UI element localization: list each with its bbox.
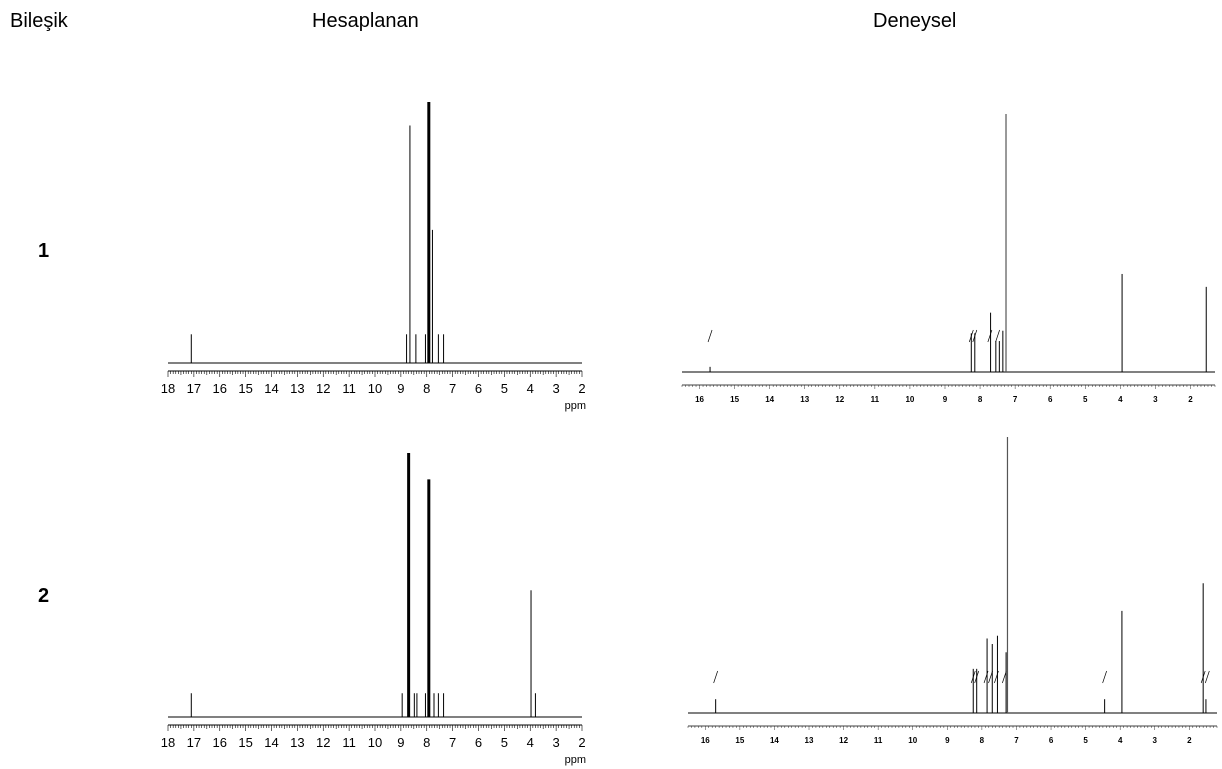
x-tick-label: 14: [264, 735, 278, 750]
x-tick-label: 13: [290, 735, 304, 750]
column-header-experimental: Deneysel: [873, 10, 957, 32]
x-tick-label: 13: [805, 736, 814, 745]
x-tick-label: 10: [368, 735, 382, 750]
experimental-spectrum-2: 16 15 14 13 12 11 10 9 8 7 6 5 4 3 2: [687, 437, 1218, 745]
x-tick-label: 4: [1118, 395, 1123, 404]
x-tick-label: 16: [695, 395, 704, 404]
x-tick-label: 4: [527, 735, 534, 750]
x-tick-label: 15: [735, 736, 744, 745]
x-tick-label: 3: [553, 735, 560, 750]
x-tick-label: 2: [578, 381, 585, 396]
x-tick-label: 7: [1014, 736, 1019, 745]
x-tick-label: 5: [501, 735, 508, 750]
x-tick-label: 12: [839, 736, 848, 745]
integral-mark: [713, 670, 718, 684]
integral-mark: [995, 329, 1000, 343]
x-tick-label: 14: [264, 381, 278, 396]
compound-label-2: 2: [38, 585, 50, 607]
x-tick-label: 2: [578, 735, 585, 750]
x-axis-label: ppm: [565, 754, 586, 766]
x-tick-label: 15: [238, 735, 252, 750]
integral-mark: [972, 329, 978, 343]
x-tick-label: 11: [871, 395, 880, 404]
x-tick-label: 15: [238, 381, 252, 396]
integral-mark: [1200, 670, 1206, 684]
x-tick-label: 6: [475, 735, 482, 750]
x-tick-label: 11: [342, 735, 356, 750]
x-tick-label: 5: [1083, 395, 1088, 404]
x-tick-label: 8: [978, 395, 983, 404]
x-tick-label: 7: [1013, 395, 1018, 404]
x-tick-label: 8: [980, 736, 985, 745]
calculated-spectrum-2: 18 17 16 15 14 13 12 11 10 9 8 7 6 5 4 3 2 ppm: [161, 453, 586, 766]
x-tick-label: 3: [553, 381, 560, 396]
x-tick-label: 10: [908, 736, 917, 745]
x-tick-label: 9: [397, 735, 404, 750]
x-tick-label: 10: [368, 381, 382, 396]
x-tick-label: 4: [1118, 736, 1123, 745]
x-tick-label: 16: [701, 736, 710, 745]
x-tick-label: 6: [475, 381, 482, 396]
x-tick-label: 2: [1187, 736, 1192, 745]
column-header-calculated: Hesaplanan: [312, 10, 419, 32]
x-tick-label: 9: [945, 736, 950, 745]
integral-mark: [1102, 670, 1107, 684]
x-tick-label: 11: [342, 381, 356, 396]
integral-mark: [707, 329, 713, 343]
x-tick-label: 9: [943, 395, 948, 404]
x-tick-label: 13: [290, 381, 304, 396]
integral-mark: [983, 670, 989, 684]
x-tick-label: 15: [730, 395, 739, 404]
x-tick-label: 11: [874, 736, 883, 745]
x-tick-label: 13: [800, 395, 809, 404]
x-tick-label: 4: [527, 381, 534, 396]
integral-mark: [1002, 670, 1007, 684]
x-tick-label: 16: [213, 735, 227, 750]
x-tick-label: 5: [501, 381, 508, 396]
integral-mark: [974, 670, 980, 684]
integral-mark: [994, 670, 999, 684]
x-tick-label: 14: [765, 395, 774, 404]
x-tick-label: 14: [770, 736, 779, 745]
x-tick-label: 17: [187, 381, 201, 396]
x-tick-label: 2: [1188, 395, 1193, 404]
x-tick-label: 7: [449, 735, 456, 750]
compound-label-1: 1: [38, 240, 50, 262]
x-tick-label: 5: [1083, 736, 1088, 745]
x-tick-label: 12: [316, 735, 330, 750]
x-tick-label: 18: [161, 381, 175, 396]
x-tick-label: 8: [423, 381, 430, 396]
integral-mark: [968, 329, 974, 343]
x-tick-label: 9: [397, 381, 404, 396]
x-tick-label: 3: [1153, 736, 1158, 745]
x-axis-label: ppm: [565, 400, 586, 412]
x-tick-label: 17: [187, 735, 201, 750]
x-tick-label: 6: [1048, 395, 1053, 404]
x-tick-label: 7: [449, 381, 456, 396]
experimental-spectrum-1: 16 15 14 13 12 11 10 9 8 7 6 5 4 3 2: [681, 114, 1216, 404]
x-tick-label: 12: [835, 395, 844, 404]
integral-mark: [987, 329, 993, 343]
integral-mark: [970, 670, 976, 684]
integral-mark: [1204, 670, 1210, 684]
x-tick-label: 10: [905, 395, 914, 404]
x-tick-label: 16: [213, 381, 227, 396]
x-tick-label: 3: [1153, 395, 1158, 404]
x-tick-label: 8: [423, 735, 430, 750]
x-tick-label: 18: [161, 735, 175, 750]
x-tick-label: 6: [1049, 736, 1054, 745]
integral-mark: [988, 670, 993, 684]
column-header-compound: Bileşik: [10, 10, 68, 32]
x-tick-label: 12: [316, 381, 330, 396]
calculated-spectrum-1: 18 17 16 15 14 13 12 11 10 9 8 7 6 5 4 3 2 ppm: [161, 102, 586, 412]
